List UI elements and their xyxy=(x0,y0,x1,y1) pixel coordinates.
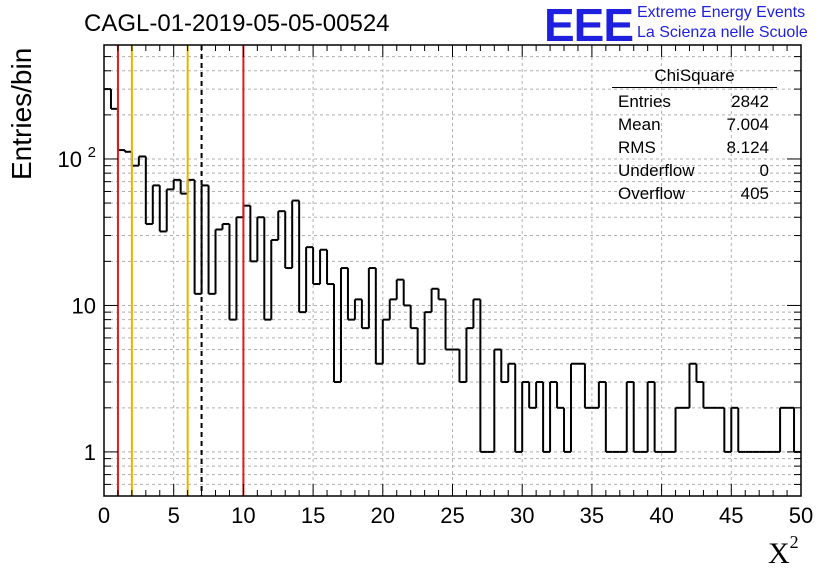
x-axis-label-sup: 2 xyxy=(789,532,799,552)
x-tick-label: 5 xyxy=(168,503,180,528)
x-tick-label: 0 xyxy=(98,503,110,528)
stats-title: ChiSquare xyxy=(612,66,777,88)
stats-row: Entries 2842 xyxy=(612,90,777,113)
x-tick-label: 25 xyxy=(440,503,464,528)
y-tick-label: 10 xyxy=(58,147,82,172)
stats-label: RMS xyxy=(618,138,656,157)
stats-value: 7.004 xyxy=(726,115,769,134)
stats-box: ChiSquare Entries 2842 Mean 7.004 RMS 8.124… xyxy=(612,66,777,205)
stats-label: Entries xyxy=(618,92,671,111)
stats-row: RMS 8.124 xyxy=(612,136,777,159)
eee-logo: EEE xyxy=(544,0,634,51)
stats-value: 2842 xyxy=(731,92,769,111)
x-tick-label: 30 xyxy=(510,503,534,528)
logo-subtitle-1: Extreme Energy Events xyxy=(637,4,806,21)
x-axis-label-main: X xyxy=(768,537,790,570)
chart-title: CAGL-01-2019-05-05-00524 xyxy=(84,10,390,37)
y-tick-label: 1 xyxy=(84,440,96,465)
y-tick-label: 10 xyxy=(72,293,96,318)
x-tick-label: 20 xyxy=(371,503,395,528)
x-tick-label: 45 xyxy=(719,503,743,528)
stats-value: 8.124 xyxy=(726,138,769,157)
x-tick-label: 35 xyxy=(580,503,604,528)
stats-row: Mean 7.004 xyxy=(612,113,777,136)
stats-value: 405 xyxy=(740,184,769,203)
y-tick-label-exponent: 2 xyxy=(88,144,96,161)
stats-label: Underflow xyxy=(618,161,695,180)
stats-row: Overflow 405 xyxy=(612,182,777,205)
x-tick-label: 50 xyxy=(789,503,813,528)
logo-subtitle-2: La Scienza nelle Scuole xyxy=(637,24,808,41)
x-tick-label: 40 xyxy=(649,503,673,528)
x-tick-label: 15 xyxy=(301,503,325,528)
stats-value: 0 xyxy=(759,161,769,180)
stats-row: Underflow 0 xyxy=(612,159,777,182)
stats-label: Overflow xyxy=(618,184,686,203)
stats-label: Mean xyxy=(618,115,661,134)
x-tick-label: 10 xyxy=(231,503,255,528)
x-axis-label: X2 xyxy=(768,532,799,571)
